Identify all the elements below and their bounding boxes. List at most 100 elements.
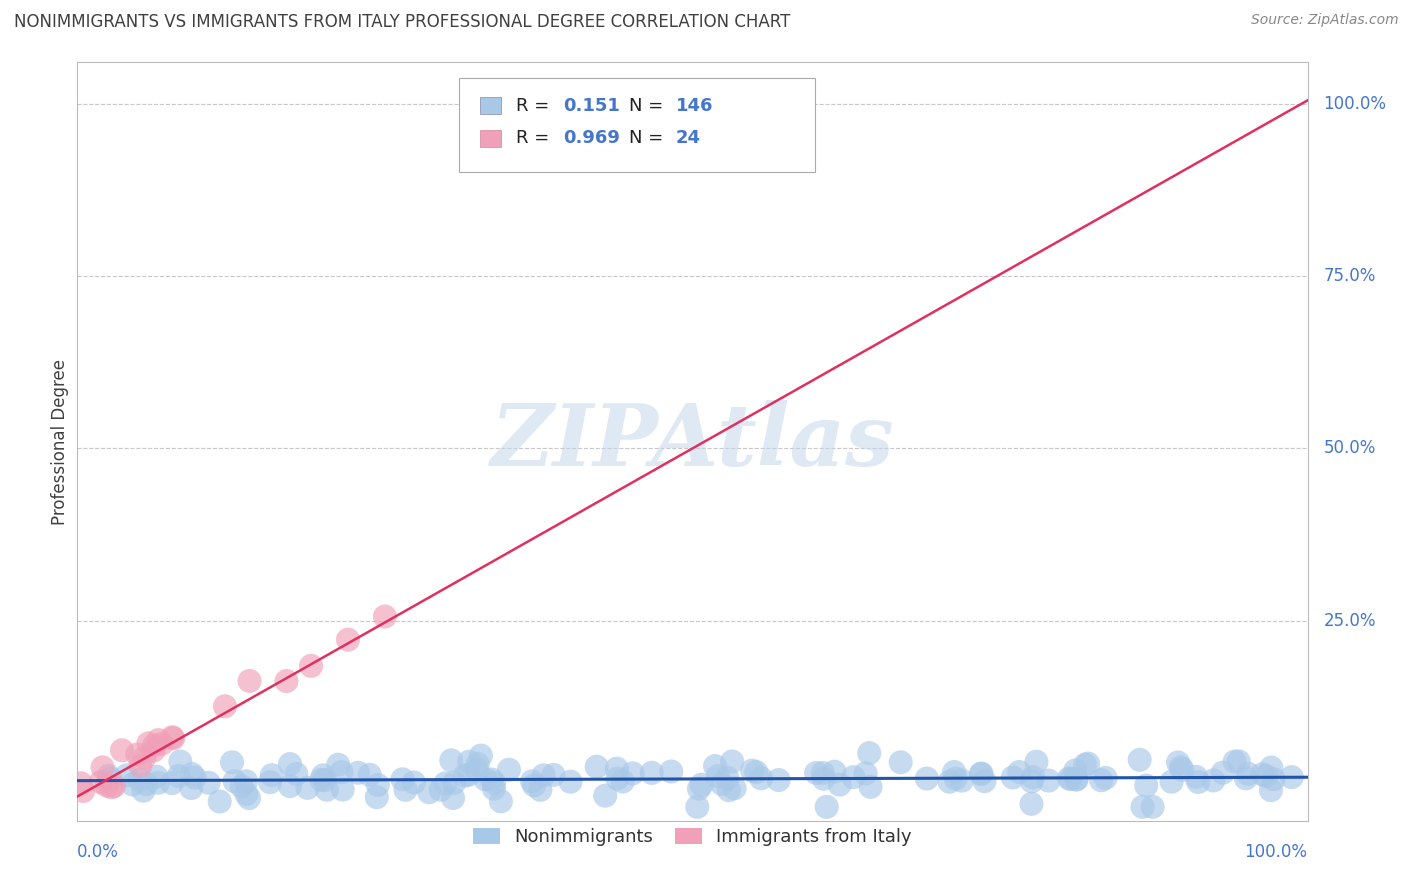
Point (138, 736, 160, 750)
Point (98, 772, 121, 786)
Point (1077, 756, 1099, 771)
Point (1064, 764, 1087, 778)
Point (1094, 771, 1116, 785)
Point (1171, 763, 1194, 777)
Point (127, 747, 149, 762)
Point (142, 739, 165, 753)
Legend: Nonimmigrants, Immigrants from Italy: Nonimmigrants, Immigrants from Italy (465, 821, 920, 854)
Text: 75.0%: 75.0% (1323, 267, 1376, 285)
Text: 146: 146 (676, 96, 713, 115)
Point (710, 777, 733, 791)
Point (970, 766, 993, 780)
Point (533, 768, 555, 782)
Point (560, 774, 582, 789)
Point (520, 774, 543, 789)
Point (828, 778, 851, 792)
Point (970, 766, 993, 780)
Point (184, 771, 207, 785)
Point (745, 764, 768, 779)
Point (259, 775, 281, 789)
Point (167, 769, 190, 783)
Point (1237, 766, 1260, 780)
Point (1167, 756, 1189, 770)
Point (90, 775, 112, 789)
Point (72, 784, 94, 798)
FancyBboxPatch shape (458, 78, 815, 172)
Text: 24: 24 (676, 129, 702, 147)
Point (804, 765, 827, 780)
Point (1260, 783, 1282, 797)
Point (1021, 797, 1043, 811)
Point (148, 733, 170, 747)
Point (235, 787, 257, 801)
Point (1185, 770, 1208, 784)
Point (312, 768, 335, 782)
Point (811, 766, 834, 780)
Point (585, 760, 607, 774)
FancyBboxPatch shape (479, 97, 502, 114)
Point (686, 800, 709, 814)
Point (593, 789, 616, 803)
Point (367, 778, 389, 792)
Point (1025, 755, 1047, 769)
Text: 0.151: 0.151 (562, 96, 620, 115)
Point (132, 783, 155, 797)
Point (890, 756, 912, 770)
Point (1132, 800, 1154, 814)
Point (543, 768, 565, 782)
Point (441, 791, 464, 805)
Point (1263, 772, 1285, 786)
Text: R =: R = (516, 96, 555, 115)
Point (470, 748, 492, 763)
Text: N =: N = (630, 129, 669, 147)
Point (950, 773, 973, 788)
Point (235, 774, 257, 789)
Point (1066, 772, 1088, 787)
Point (749, 772, 772, 786)
Text: NONIMMIGRANTS VS IMMIGRANTS FROM ITALY PROFESSIONAL DEGREE CORRELATION CHART: NONIMMIGRANTS VS IMMIGRANTS FROM ITALY P… (14, 13, 790, 31)
Point (1090, 773, 1112, 788)
Point (1160, 774, 1182, 789)
Point (1234, 772, 1257, 786)
Point (309, 772, 332, 787)
Point (394, 782, 416, 797)
Point (523, 778, 546, 792)
Point (135, 777, 157, 791)
Point (1022, 770, 1045, 784)
Point (314, 773, 336, 788)
Point (162, 730, 184, 744)
Point (1129, 753, 1152, 767)
Point (938, 774, 960, 789)
Point (374, 609, 396, 624)
Point (1135, 779, 1157, 793)
Point (842, 770, 865, 784)
Point (704, 759, 727, 773)
Point (297, 780, 319, 795)
Text: 0.969: 0.969 (562, 129, 620, 147)
Text: ZIPAtlas: ZIPAtlas (491, 400, 894, 483)
Point (142, 743, 165, 757)
Point (457, 768, 479, 782)
Point (328, 757, 350, 772)
Point (145, 770, 167, 784)
Point (1057, 771, 1080, 785)
Point (180, 780, 202, 795)
Point (103, 779, 125, 793)
Point (111, 743, 134, 757)
Point (1060, 772, 1083, 786)
Point (208, 795, 231, 809)
Y-axis label: Professional Degree: Professional Degree (51, 359, 69, 524)
Text: R =: R = (516, 129, 555, 147)
Point (859, 780, 882, 794)
Point (224, 774, 246, 789)
Point (260, 768, 283, 782)
Point (1223, 755, 1246, 769)
Point (498, 763, 520, 777)
Point (723, 781, 745, 796)
Point (458, 755, 481, 769)
Point (1008, 764, 1031, 779)
Point (146, 776, 169, 790)
Point (481, 772, 503, 787)
Point (1281, 770, 1303, 784)
Point (1251, 767, 1274, 781)
